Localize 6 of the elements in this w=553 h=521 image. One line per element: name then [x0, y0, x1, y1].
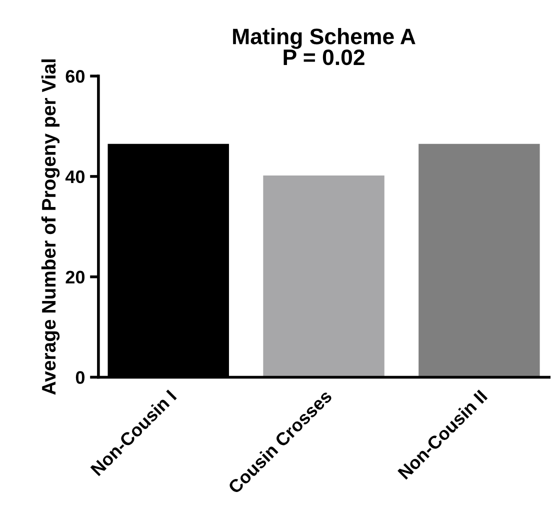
y-tick-label: 40 — [65, 170, 84, 184]
y-tick-label: 20 — [66, 270, 84, 284]
chart-title: Mating Scheme A P = 0.02 — [233, 28, 416, 66]
y-tick-label: 60 — [66, 70, 84, 83]
y-tick-label: 0 — [76, 371, 84, 384]
y-axis-title: Average Number of Progeny per Vial — [41, 59, 60, 395]
